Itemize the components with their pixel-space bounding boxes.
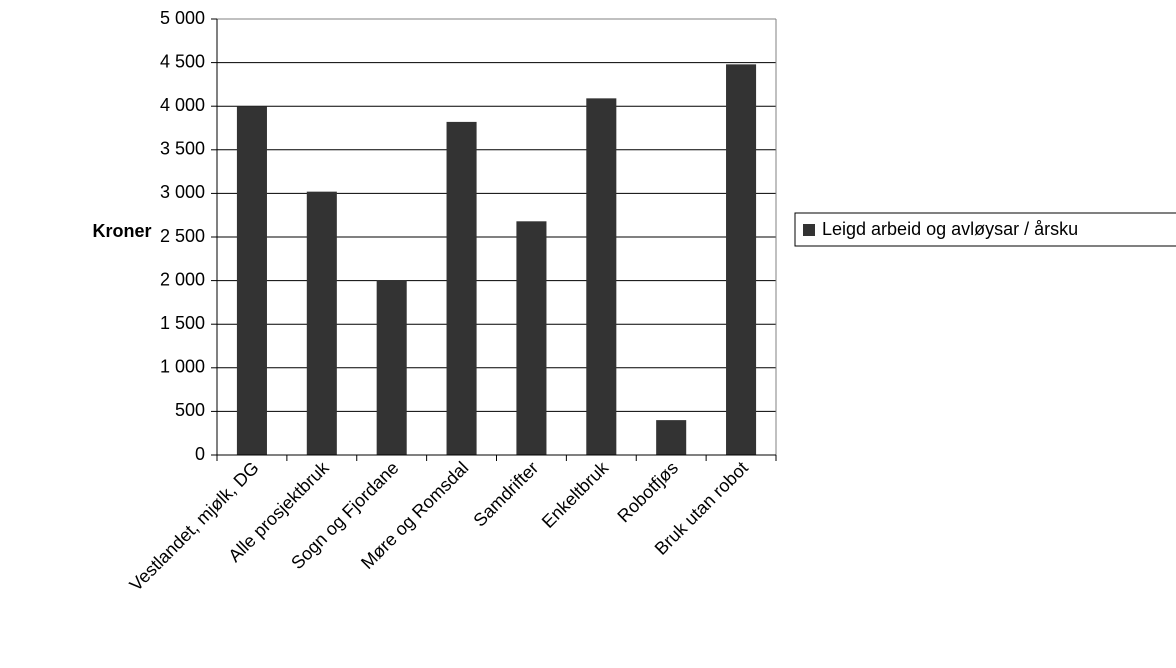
gridlines xyxy=(217,18,776,412)
bar xyxy=(656,420,687,455)
y-tick-label: 3 500 xyxy=(160,139,205,159)
bar xyxy=(586,98,617,456)
bar xyxy=(236,106,267,455)
bar xyxy=(446,121,477,456)
y-tick-label: 2 500 xyxy=(160,226,205,246)
y-tick-label: 4 500 xyxy=(160,51,205,71)
y-tick-label: 1 000 xyxy=(160,357,205,377)
x-tick-label: Vestlandet, mjølk, DG xyxy=(126,458,263,595)
y-tick-labels: 0 500 1 000 1 500 2 000 2 500 3 000 3 500 4 000 4… xyxy=(160,8,205,464)
axes xyxy=(211,18,777,461)
bar xyxy=(376,280,407,455)
bar xyxy=(726,64,757,456)
x-tick-label: Samdrifter xyxy=(469,458,542,531)
x-tick-label: Enkeltbruk xyxy=(538,457,613,532)
y-tick-label: 5 000 xyxy=(160,8,205,28)
legend: Leigd arbeid og avløysar / årsku xyxy=(794,212,1176,247)
bar xyxy=(306,191,337,455)
y-tick-label: 4 000 xyxy=(160,95,205,115)
y-tick-label: 1 500 xyxy=(160,313,205,333)
y-axis-label: Kroner xyxy=(92,221,151,241)
bars xyxy=(236,64,757,456)
x-tick-label: Robotfjøs xyxy=(613,458,682,527)
y-tick-label: 3 000 xyxy=(160,182,205,202)
legend-label: Leigd arbeid og avløysar / årsku xyxy=(822,219,1078,239)
y-tick-label: 2 000 xyxy=(160,269,205,289)
y-tick-label: 0 xyxy=(195,444,205,464)
y-tick-label: 500 xyxy=(175,400,205,420)
legend-box xyxy=(794,212,1176,247)
legend-swatch xyxy=(803,224,815,236)
bar xyxy=(516,221,547,455)
